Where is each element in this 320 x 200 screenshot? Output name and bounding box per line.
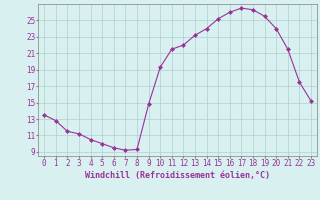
X-axis label: Windchill (Refroidissement éolien,°C): Windchill (Refroidissement éolien,°C) — [85, 171, 270, 180]
